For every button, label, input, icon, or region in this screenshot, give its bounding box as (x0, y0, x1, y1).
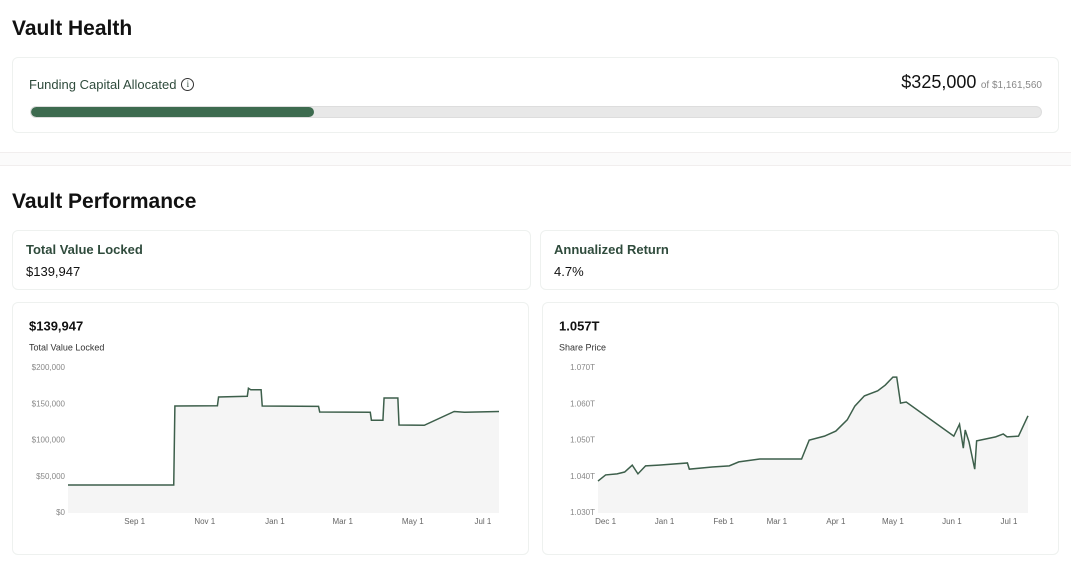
chart-card (12, 302, 529, 555)
chart-card (542, 302, 1059, 555)
divider (0, 152, 1071, 166)
stat-value: $139,947 (26, 264, 81, 279)
info-icon[interactable]: i (181, 78, 195, 91)
section-title: Vault Performance (12, 190, 197, 213)
funding-label-row: Funding Capital Allocated i (29, 77, 195, 92)
stat-label: Total Value Locked (26, 242, 143, 257)
section-title: Vault Health (12, 17, 133, 40)
stat-card: Total Value Locked $139,947 (12, 230, 531, 290)
funding-total: of $1,161,560 (980, 80, 1042, 91)
stat-card: Annualized Return 4.7% (540, 230, 1059, 290)
progress-fill (31, 107, 314, 117)
funding-amount-row: $325,000 of $1,161,560 (901, 72, 1042, 93)
funding-amount: $325,000 (901, 72, 977, 92)
stat-label: Annualized Return (554, 242, 669, 257)
progress-track (30, 106, 1042, 118)
stat-value: 4.7% (554, 264, 584, 279)
funding-label: Funding Capital Allocated (29, 77, 177, 92)
funding-card: Funding Capital Allocated i $325,000 of … (12, 57, 1059, 133)
